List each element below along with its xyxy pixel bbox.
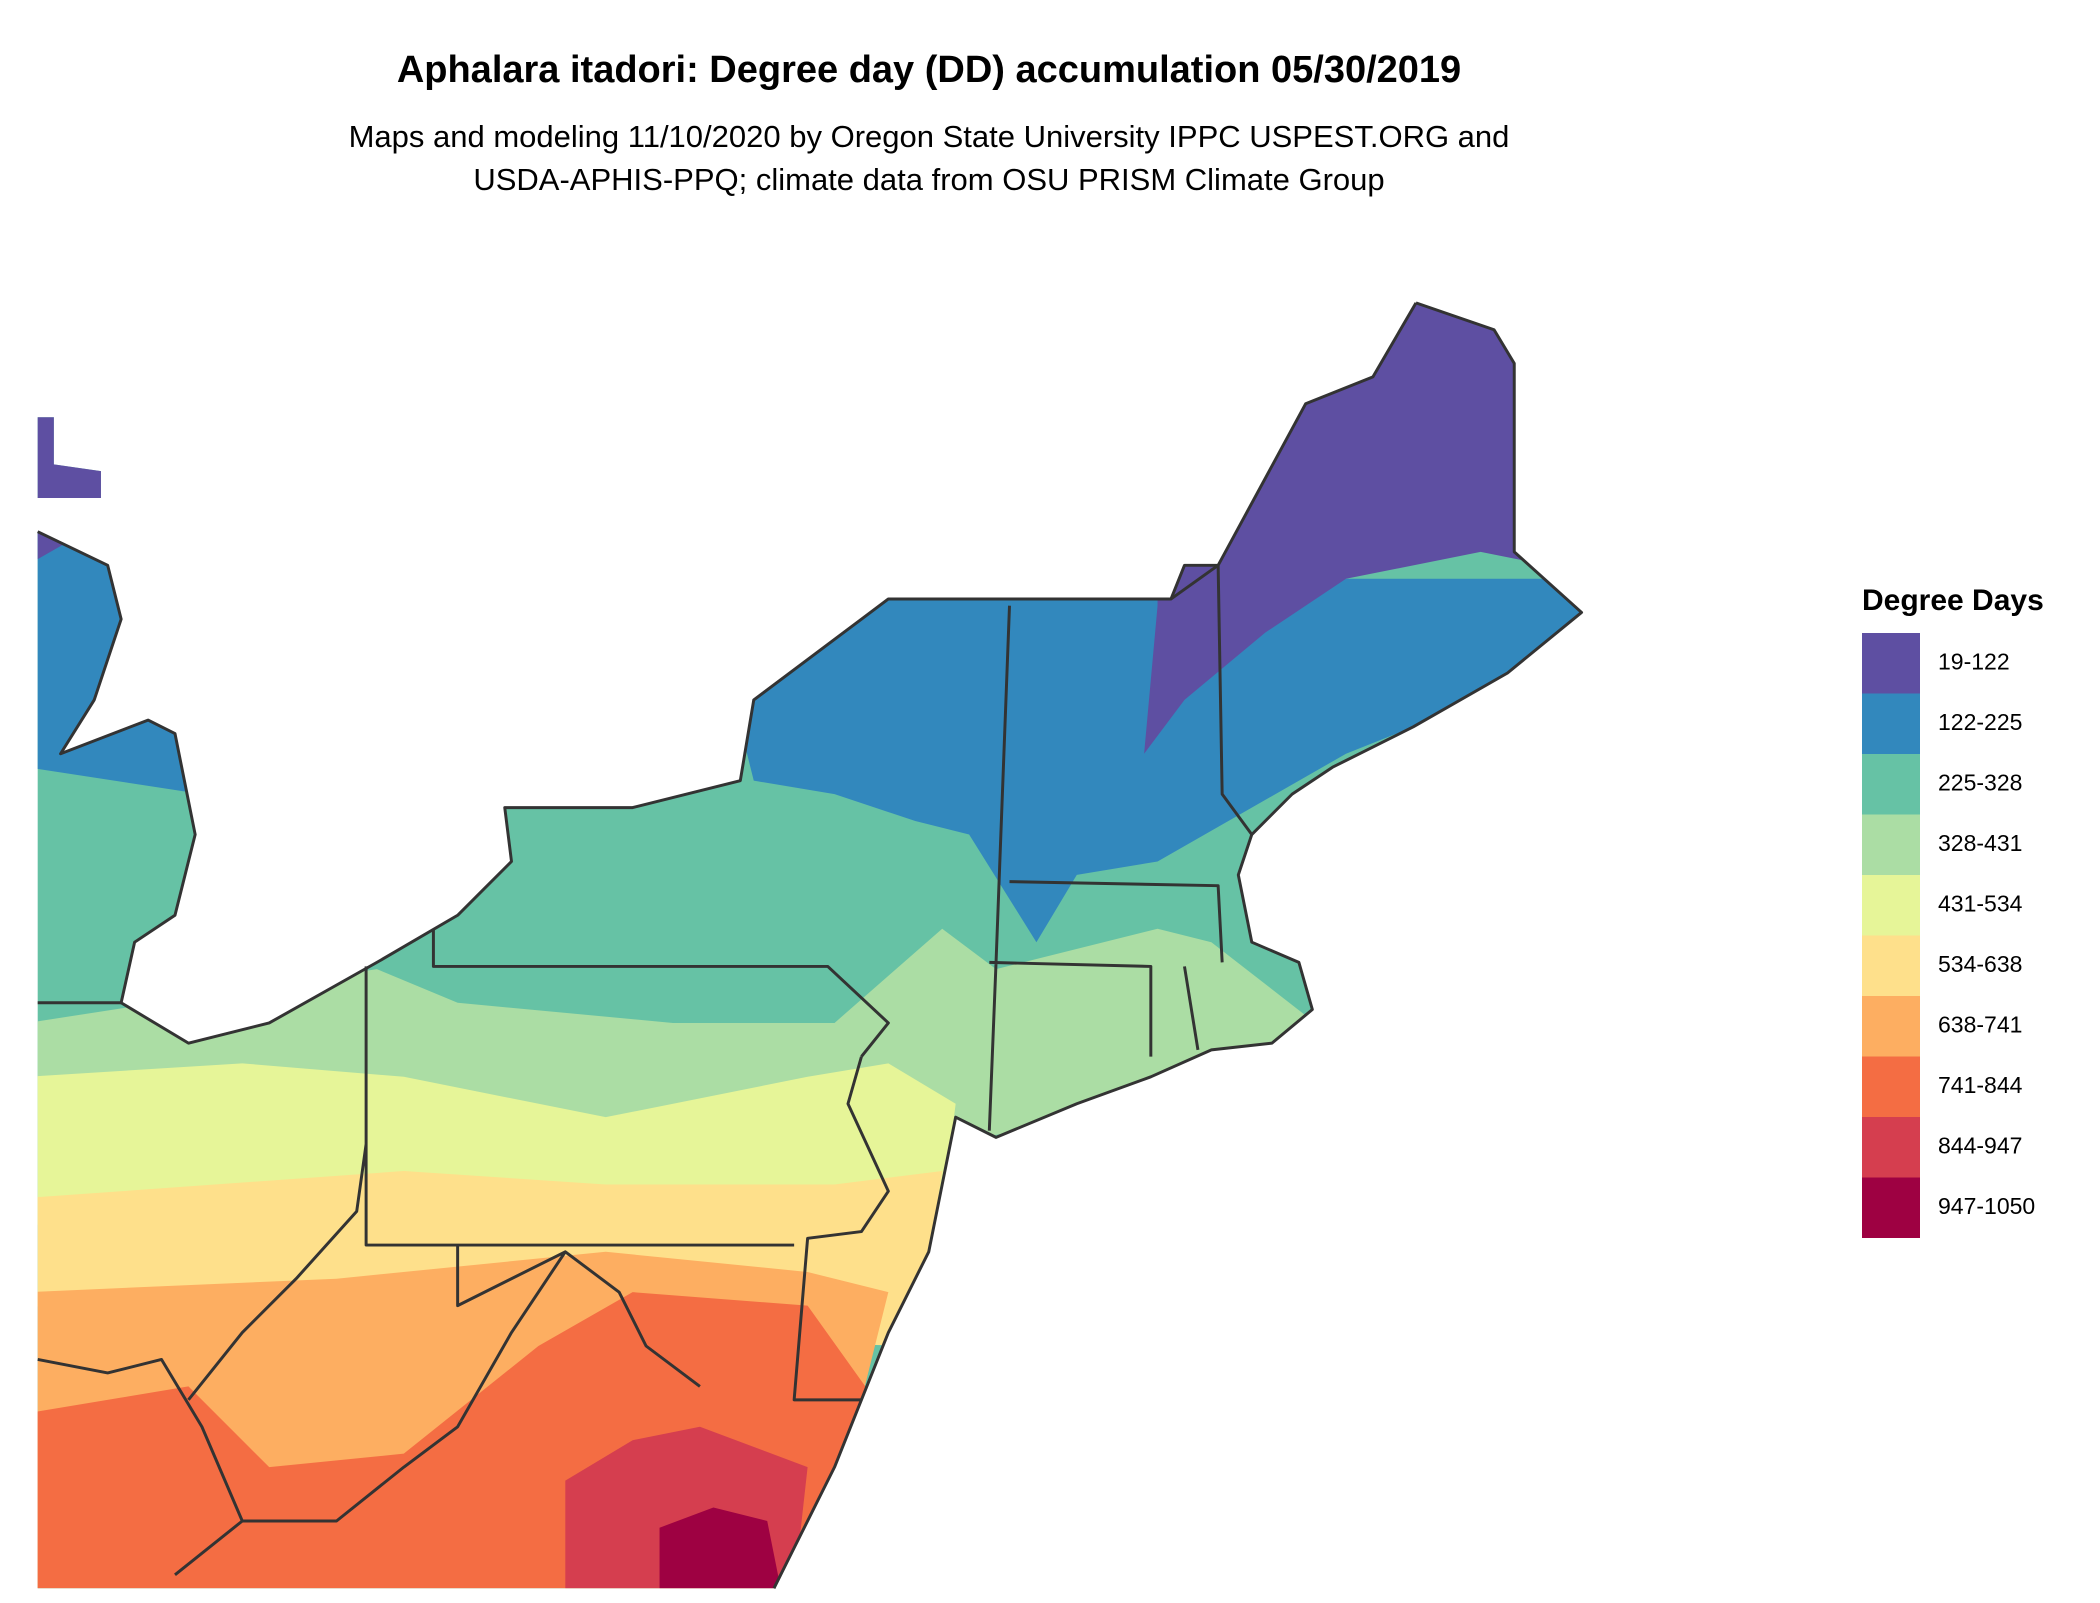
legend-label: 19-122	[1938, 648, 2010, 674]
legend-swatch	[1862, 814, 1920, 875]
legend-swatch	[1862, 1117, 1920, 1178]
title: Aphalara itadori: Degree day (DD) accumu…	[397, 49, 1461, 91]
state-line	[37, 563, 1253, 1576]
map-region	[726, 578, 1582, 943]
coastline	[37, 301, 1584, 1589]
legend-swatch	[1862, 1177, 1920, 1238]
map-region	[37, 403, 122, 566]
subtitle-line: USDA-APHIS-PPQ; climate data from OSU PR…	[473, 162, 1384, 197]
legend-label: 328-431	[1938, 830, 2022, 856]
map-region	[37, 511, 202, 795]
state-borders	[37, 301, 1584, 1589]
map-fill	[37, 302, 1582, 1589]
legend-label: 947-1050	[1938, 1193, 2035, 1219]
legend-swatch	[1862, 996, 1920, 1057]
legend-swatch	[1862, 633, 1920, 694]
legend-label: 225-328	[1938, 769, 2022, 795]
legend-swatch	[1862, 935, 1920, 996]
map-region	[659, 1507, 781, 1589]
legend-label: 122-225	[1938, 709, 2022, 735]
subtitle-line: Maps and modeling 11/10/2020 by Oregon S…	[349, 119, 1510, 154]
legend-label: 638-741	[1938, 1011, 2022, 1037]
legend-label: 844-947	[1938, 1132, 2022, 1158]
legend-label: 741-844	[1938, 1072, 2023, 1098]
legend-title: Degree Days	[1862, 584, 2044, 617]
legend-swatch	[1862, 1056, 1920, 1117]
legend: 19-122 122-225 225-328 328-431 431-534 534-63…	[1862, 633, 2035, 1238]
legend-swatch	[1862, 754, 1920, 815]
legend-swatch	[1862, 693, 1920, 754]
legend-label: 431-534	[1938, 890, 2023, 916]
legend-swatch	[1862, 875, 1920, 936]
legend-label: 534-638	[1938, 951, 2022, 977]
